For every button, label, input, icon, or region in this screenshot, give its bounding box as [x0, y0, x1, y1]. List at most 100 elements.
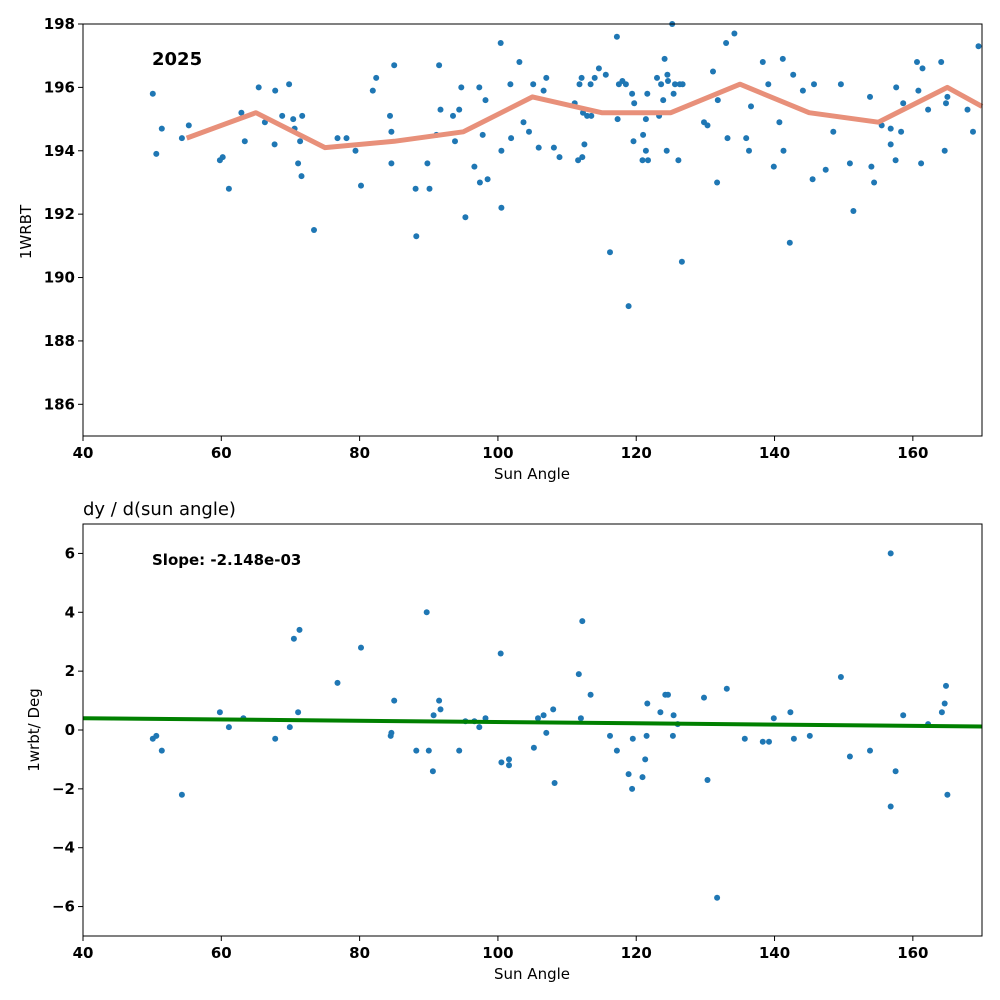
bottom-data-point [535, 715, 541, 722]
top-data-point [520, 119, 527, 126]
top-data-point [893, 84, 900, 91]
bottom-x-tick-label: 120 [621, 944, 652, 962]
top-annotation: 2025 [152, 49, 202, 70]
top-data-point [779, 55, 786, 62]
bottom-data-point [837, 674, 844, 680]
top-x-tick-label: 60 [211, 444, 232, 462]
top-data-point [297, 138, 304, 145]
top-data-point [679, 81, 686, 88]
bottom-x-tick-label: 160 [897, 944, 928, 962]
top-data-point [970, 128, 976, 135]
top-data-point [663, 147, 670, 154]
bottom-y-axis-label: 1wrbt/ Deg [25, 688, 43, 772]
bottom-x-tick-label: 60 [211, 944, 232, 962]
top-data-point [462, 214, 469, 221]
top-data-point [918, 160, 925, 167]
bottom-data-point [644, 700, 651, 707]
top-x-tick-label: 140 [759, 444, 790, 462]
bottom-data-point [723, 685, 730, 692]
bottom-y-tick-label: −2 [52, 780, 75, 798]
top-data-point [587, 81, 594, 88]
bottom-data-point [629, 785, 636, 792]
top-data-point [837, 81, 844, 88]
top-data-point [437, 106, 444, 113]
top-data-point [178, 135, 185, 142]
top-y-ticks: 186 188 190 192 194 196 198 [44, 15, 83, 413]
top-data-point [770, 163, 777, 170]
top-data-point [672, 81, 678, 88]
top-data-point [471, 163, 478, 170]
top-data-point [654, 74, 660, 81]
bottom-data-point [766, 738, 772, 745]
bottom-y-tick-label: −4 [52, 839, 75, 857]
top-y-tick-label: 198 [44, 15, 75, 33]
top-data-point [644, 90, 651, 97]
top-data-point [614, 116, 621, 123]
top-data-point [714, 179, 721, 186]
top-data-point [799, 87, 806, 94]
top-data-point [822, 166, 829, 173]
top-data-point [607, 249, 613, 256]
top-data-point [975, 43, 982, 50]
bottom-data-point [286, 724, 293, 731]
top-data-point [919, 65, 926, 72]
top-data-point [898, 128, 905, 135]
top-data-point [482, 97, 489, 104]
bottom-data-point [787, 709, 794, 716]
top-data-point [153, 150, 160, 157]
top-data-point [479, 131, 486, 138]
bottom-data-point [290, 635, 297, 642]
top-data-point [373, 74, 380, 81]
top-data-point [743, 135, 750, 142]
top-data-point [311, 227, 317, 233]
top-data-point [498, 204, 505, 211]
top-data-point [550, 144, 557, 151]
top-data-point [476, 84, 483, 91]
bottom-data-point [506, 762, 512, 769]
bottom-x-tick-label: 40 [73, 944, 94, 962]
bottom-data-point [613, 747, 620, 754]
top-data-point [780, 147, 787, 154]
bottom-data-point [413, 747, 420, 754]
bottom-data-point [225, 724, 232, 731]
top-data-point [413, 233, 420, 240]
bottom-data-point [530, 744, 537, 751]
top-data-point [938, 59, 945, 65]
top-data-point [714, 97, 721, 104]
top-data-point [185, 122, 192, 129]
top-data-point [665, 78, 671, 84]
top-y-tick-label: 188 [44, 332, 75, 350]
top-data-point [271, 141, 278, 148]
top-y-axis-label: 1WRBT [17, 204, 35, 259]
bottom-data-point [665, 691, 671, 698]
top-data-point [900, 100, 907, 107]
top-data-point [642, 147, 649, 154]
top-data-point [925, 106, 932, 113]
top-data-point [871, 179, 878, 186]
top-data-point [661, 55, 668, 62]
top-data-point [710, 68, 716, 75]
bottom-data-point [482, 715, 489, 722]
bottom-x-tick-label: 100 [482, 944, 513, 962]
top-data-point [334, 135, 341, 142]
top-data-point [588, 112, 595, 119]
bottom-x-tick-label: 80 [349, 944, 370, 962]
top-data-point [868, 163, 875, 170]
top-data-point [219, 154, 226, 161]
bottom-data-point [295, 709, 302, 716]
bottom-data-point [892, 768, 899, 775]
bottom-data-point [607, 732, 613, 739]
top-data-point [964, 106, 971, 113]
bottom-data-point [540, 712, 547, 719]
bottom-data-point [498, 759, 505, 766]
top-data-point [535, 144, 542, 151]
bottom-data-point [846, 753, 853, 760]
bottom-data-point [701, 694, 707, 701]
bottom-chart-title: dy / d(sun angle) [83, 499, 236, 520]
bottom-data-point [358, 644, 364, 651]
bottom-data-point [625, 771, 632, 778]
bottom-y-tick-label: 2 [65, 662, 75, 680]
top-x-tick-label: 160 [897, 444, 928, 462]
top-data-point [436, 62, 443, 69]
top-data-point [581, 141, 588, 148]
